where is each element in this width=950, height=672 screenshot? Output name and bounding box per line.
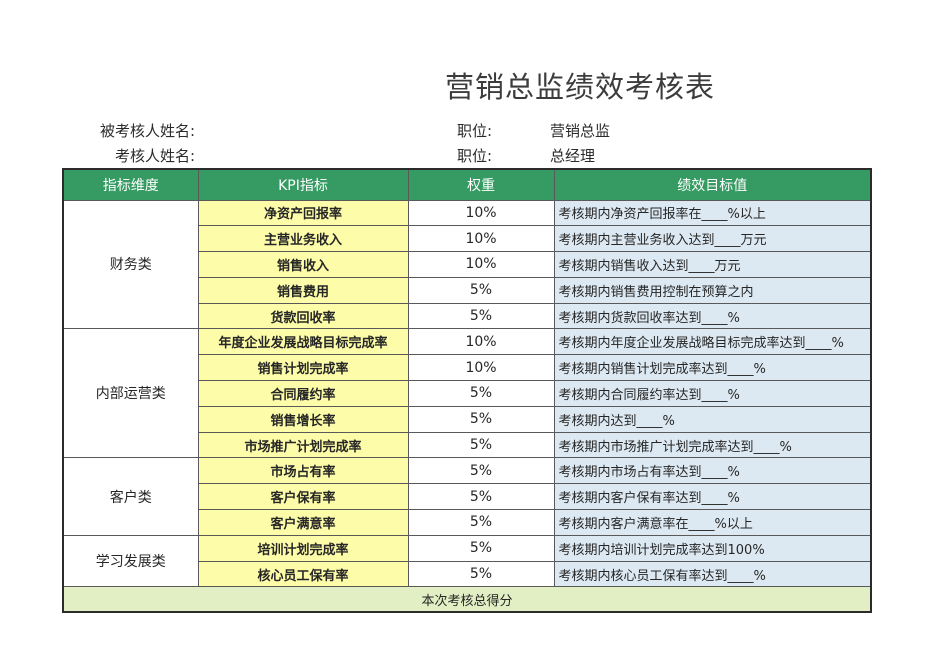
kpi-name-cell: 合同履约率 xyxy=(197,380,409,407)
kpi-name-cell: 货款回收率 xyxy=(197,302,409,330)
table-row: 客户保有率 5% 考核期内客户保有率达到____% xyxy=(63,483,872,511)
weight-cell: 5% xyxy=(407,431,555,459)
kpi-name-cell: 销售增长率 xyxy=(197,405,409,433)
weight-cell: 5% xyxy=(407,509,555,536)
target-value-cell: 考核期内货款回收率达到____% xyxy=(553,302,872,330)
header-kpi: KPI指标 xyxy=(197,168,409,201)
evaluee-name-field[interactable] xyxy=(197,119,407,143)
kpi-name-cell: 销售收入 xyxy=(197,251,409,278)
evaluator-name-label: 考核人姓名: xyxy=(114,147,195,165)
target-value-cell: 考核期内核心员工保有率达到____% xyxy=(553,560,872,588)
evaluator-name-field[interactable] xyxy=(197,144,407,168)
table-row: 销售收入 10% 考核期内销售收入达到____万元 xyxy=(63,251,872,278)
kpi-name-cell: 销售计划完成率 xyxy=(197,354,409,382)
kpi-name-cell: 主营业务收入 xyxy=(197,225,409,253)
evaluee-name-label: 被考核人姓名: xyxy=(99,122,195,140)
kpi-name-cell: 市场推广计划完成率 xyxy=(197,431,409,459)
weight-cell: 5% xyxy=(407,483,555,511)
table-row: 货款回收率 5% 考核期内货款回收率达到____% xyxy=(63,302,872,330)
table-row: 客户满意率 5% 考核期内客户满意率在____%以上 xyxy=(63,509,872,536)
kpi-name-cell: 客户保有率 xyxy=(197,483,409,511)
weight-cell: 5% xyxy=(407,457,555,485)
kpi-name-cell: 年度企业发展战略目标完成率 xyxy=(197,328,409,356)
table-row: 财务类 净资产回报率 10% 考核期内净资产回报率在____%以上 xyxy=(62,199,872,330)
kpi-name-cell: 培训计划完成率 xyxy=(197,534,409,562)
target-value-cell: 考核期内市场推广计划完成率达到____% xyxy=(553,431,872,459)
header-target: 绩效目标值 xyxy=(553,168,872,201)
table-row: 核心员工保有率 5% 考核期内核心员工保有率达到____% xyxy=(63,560,872,588)
target-value-cell: 考核期内销售收入达到____万元 xyxy=(553,251,872,278)
kpi-table: 指标维度 KPI指标 权重 绩效目标值 财务类 净资产回报率 10% 考核期内净资产回… xyxy=(62,168,872,613)
weight-cell: 10% xyxy=(407,328,555,356)
header-dimension: 指标维度 xyxy=(62,168,199,201)
weight-cell: 5% xyxy=(407,380,555,407)
table-row: 学习发展类 培训计划完成率 5% 考核期内培训计划完成率达到100% xyxy=(62,534,872,588)
dimension-cell: 学习发展类 xyxy=(62,534,199,588)
table-row: 销售计划完成率 10% 考核期内销售计划完成率达到____% xyxy=(63,354,872,382)
weight-cell: 5% xyxy=(407,302,555,330)
target-value-cell: 考核期内销售计划完成率达到____% xyxy=(553,354,872,382)
weight-cell: 5% xyxy=(407,405,555,433)
table-row: 销售增长率 5% 考核期内达到____% xyxy=(63,405,872,433)
kpi-name-cell: 销售费用 xyxy=(197,276,409,304)
kpi-name-cell: 净资产回报率 xyxy=(197,199,409,227)
page-title: 营销总监绩效考核表 xyxy=(444,70,715,104)
table-row: 合同履约率 5% 考核期内合同履约率达到____% xyxy=(63,380,872,407)
weight-cell: 10% xyxy=(407,225,555,253)
weight-cell: 5% xyxy=(407,560,555,588)
target-value-cell: 考核期内市场占有率达到____% xyxy=(553,457,872,485)
kpi-table-body: 财务类 净资产回报率 10% 考核期内净资产回报率在____%以上 主营业务收入 10% 考… xyxy=(62,199,872,588)
kpi-name-cell: 核心员工保有率 xyxy=(197,560,409,588)
target-value-cell: 考核期内合同履约率达到____% xyxy=(553,380,872,407)
table-row: 主营业务收入 10% 考核期内主营业务收入达到____万元 xyxy=(63,225,872,253)
position-value-1: 营销总监 xyxy=(550,122,611,140)
table-row: 客户类 市场占有率 5% 考核期内市场占有率达到____% xyxy=(62,457,872,536)
target-value-cell: 考核期内客户保有率达到____% xyxy=(553,483,872,511)
target-value-cell: 考核期内年度企业发展战略目标完成率达到____% xyxy=(553,328,872,356)
target-value-cell: 考核期内达到____% xyxy=(553,405,872,433)
weight-cell: 10% xyxy=(407,199,555,227)
table-header-row: 指标维度 KPI指标 权重 绩效目标值 xyxy=(62,168,872,201)
target-value-cell: 考核期内培训计划完成率达到100% xyxy=(553,534,872,562)
total-score-cell: 本次考核总得分 xyxy=(62,586,872,613)
kpi-name-cell: 市场占有率 xyxy=(197,457,409,485)
weight-cell: 5% xyxy=(407,276,555,304)
kpi-name-cell: 客户满意率 xyxy=(197,509,409,536)
weight-cell: 10% xyxy=(407,354,555,382)
table-row: 内部运营类 年度企业发展战略目标完成率 10% 考核期内年度企业发展战略目标完成率达到… xyxy=(62,328,872,459)
weight-cell: 5% xyxy=(407,534,555,562)
table-row: 市场推广计划完成率 5% 考核期内市场推广计划完成率达到____% xyxy=(63,431,872,459)
target-value-cell: 考核期内销售费用控制在预算之内 xyxy=(553,276,872,304)
target-value-cell: 考核期内客户满意率在____%以上 xyxy=(553,509,872,536)
dimension-cell: 财务类 xyxy=(62,199,199,330)
weight-cell: 10% xyxy=(407,251,555,278)
target-value-cell: 考核期内净资产回报率在____%以上 xyxy=(553,199,872,227)
table-footer-row: 本次考核总得分 xyxy=(62,586,872,613)
dimension-cell: 客户类 xyxy=(62,457,199,536)
target-value-cell: 考核期内主营业务收入达到____万元 xyxy=(553,225,872,253)
dimension-cell: 内部运营类 xyxy=(62,328,199,459)
position-label-2: 职位: xyxy=(457,147,493,165)
table-row: 销售费用 5% 考核期内销售费用控制在预算之内 xyxy=(63,276,872,304)
position-label-1: 职位: xyxy=(457,122,493,140)
header-weight: 权重 xyxy=(407,168,555,201)
position-value-2: 总经理 xyxy=(550,147,596,165)
